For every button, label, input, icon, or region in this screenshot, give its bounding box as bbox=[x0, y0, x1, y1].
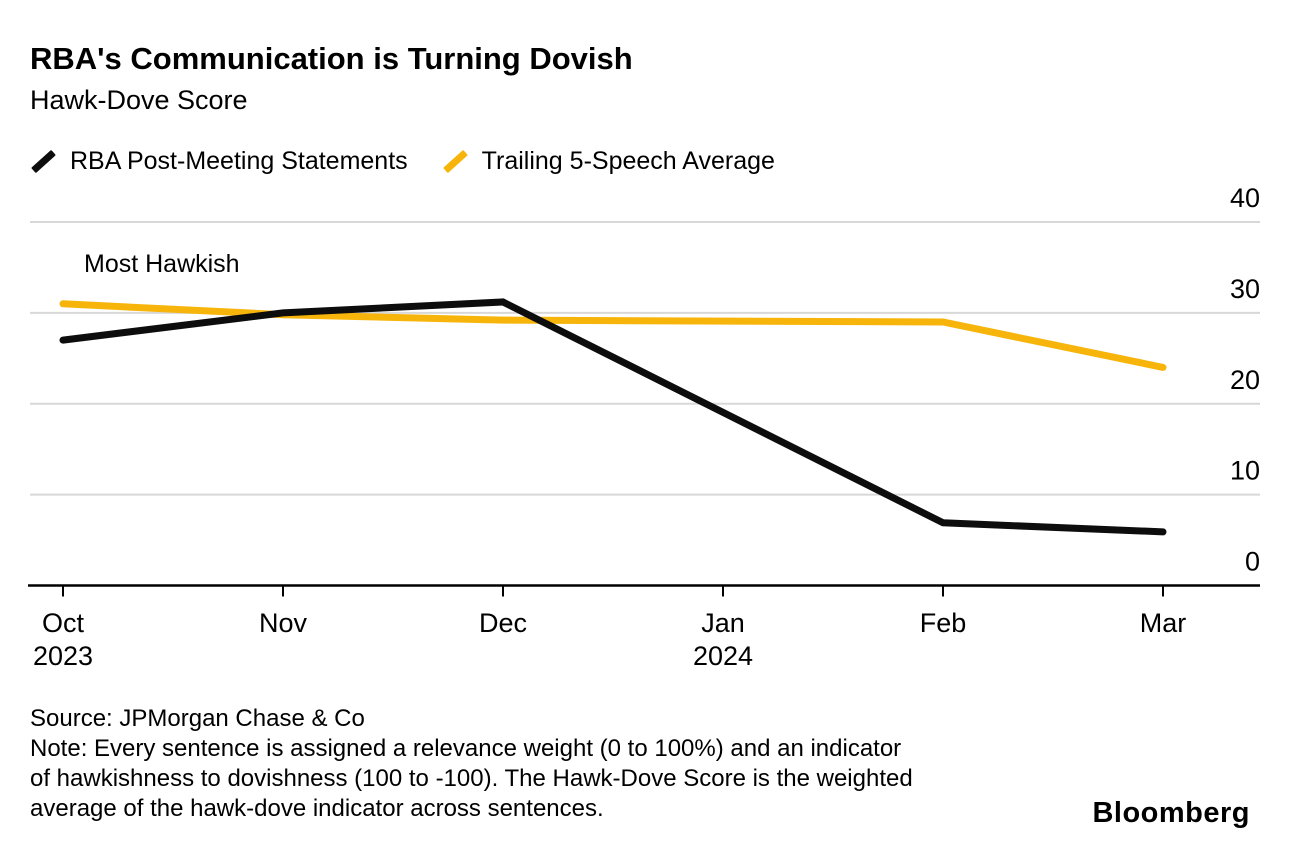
legend: RBA Post-Meeting Statements Trailing 5-S… bbox=[30, 147, 809, 176]
x-tick-label-Jan: Jan bbox=[701, 608, 745, 638]
chart-subtitle: Hawk-Dove Score bbox=[30, 85, 248, 115]
series-line-yellow bbox=[59, 300, 1167, 371]
series-line-black bbox=[59, 298, 1167, 536]
legend-item-statements: RBA Post-Meeting Statements bbox=[30, 147, 408, 176]
x-tick-label-Mar: Mar bbox=[1140, 608, 1187, 638]
y-tick-label-0: 0 bbox=[1245, 547, 1260, 577]
x-tick-label-Dec: Dec bbox=[479, 608, 527, 638]
note-line-2: of hawkishness to dovishness (100 to -10… bbox=[30, 765, 913, 792]
chart-title: RBA's Communication is Turning Dovish bbox=[30, 41, 633, 76]
x-year-label-2024: 2024 bbox=[693, 641, 753, 671]
y-tick-label-40: 40 bbox=[1230, 183, 1260, 213]
note-line-1: Note: Every sentence is assigned a relev… bbox=[30, 735, 902, 762]
x-tick-label-Oct: Oct bbox=[42, 608, 85, 638]
x-tick-label-Nov: Nov bbox=[259, 608, 308, 638]
bloomberg-logo: Bloomberg bbox=[1092, 797, 1250, 829]
legend-label-trailing: Trailing 5-Speech Average bbox=[481, 147, 775, 175]
most-hawkish-annotation: Most Hawkish bbox=[84, 250, 240, 278]
legend-item-trailing: Trailing 5-Speech Average bbox=[442, 147, 775, 176]
y-tick-label-30: 30 bbox=[1230, 274, 1260, 304]
y-tick-label-10: 10 bbox=[1230, 456, 1260, 486]
x-year-label-2023: 2023 bbox=[33, 641, 93, 671]
legend-label-statements: RBA Post-Meeting Statements bbox=[70, 147, 408, 175]
x-tick-label-Feb: Feb bbox=[920, 608, 967, 638]
source-line: Source: JPMorgan Chase & Co bbox=[30, 705, 365, 732]
footnote: Source: JPMorgan Chase & Co Note: Every … bbox=[30, 704, 913, 824]
y-tick-label-20: 20 bbox=[1230, 365, 1260, 395]
note-line-3: average of the hawk-dove indicator acros… bbox=[30, 795, 604, 822]
